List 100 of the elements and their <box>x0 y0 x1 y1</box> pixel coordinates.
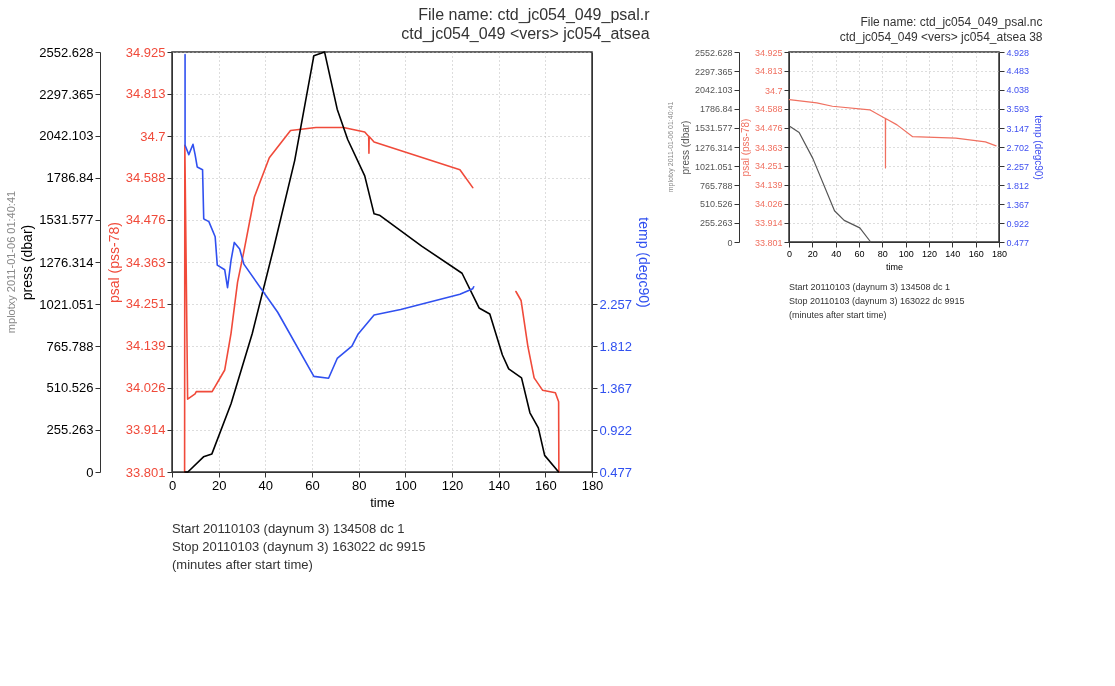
y2-tick-label: 0.922 <box>599 422 633 438</box>
x-tick-label: 80 <box>877 248 888 259</box>
y2-tick-label: 1.367 <box>1006 199 1030 210</box>
y3-axis-title: press (dbar) <box>679 120 691 175</box>
y-tick-label: 34.476 <box>125 212 166 228</box>
y-tick-label: 34.476 <box>754 123 783 134</box>
y-axis-title: psal (pss-78) <box>105 222 122 303</box>
y2-tick-label: 0.477 <box>1006 237 1030 248</box>
x-tick-label: 0 <box>786 248 793 259</box>
y3-tick-label: 1786.84 <box>699 104 733 115</box>
x-tick-label: 120 <box>921 248 938 259</box>
y-tick-label: 34.925 <box>754 47 783 58</box>
y2-tick-label: 0.922 <box>1006 218 1030 229</box>
x-tick-label: 40 <box>831 248 842 259</box>
x-tick-label: 140 <box>488 477 511 493</box>
y3-tick-label: 1021.051 <box>694 161 733 172</box>
y-tick-label: 34.813 <box>125 86 166 102</box>
y2-tick-label: 4.928 <box>1006 47 1030 58</box>
y-tick-label: 33.914 <box>754 218 783 229</box>
y-tick-label: 34.363 <box>125 254 166 270</box>
y-tick-label: 34.026 <box>754 199 783 210</box>
x-tick-label: 180 <box>991 248 1008 259</box>
line-series <box>789 126 872 243</box>
x-tick-label: 100 <box>394 477 417 493</box>
x-tick-label: 160 <box>968 248 984 259</box>
y2-tick-label: 1.812 <box>1006 180 1030 191</box>
y3-tick-label: 1276.314 <box>694 142 733 153</box>
chart-title: File name: ctd_jc054_049_psal.nc <box>860 15 1043 29</box>
y2-tick-label: 4.483 <box>1006 66 1030 77</box>
y3-tick-label: 2042.103 <box>39 128 94 144</box>
y-tick-label: 34.251 <box>125 296 166 312</box>
y2-tick-label: 2.702 <box>1006 142 1030 153</box>
x-tick-label: 20 <box>211 477 227 493</box>
text: Start 20110103 (daynum 3) 134508 dc 1 <box>789 282 950 292</box>
y3-tick-label: 765.788 <box>46 338 94 354</box>
y-tick-label: 33.801 <box>125 464 166 480</box>
y3-tick-label: 2297.365 <box>694 66 733 77</box>
x-tick-label: 180 <box>581 477 604 493</box>
text: Stop 20110103 (daynum 3) 163022 dc 9915 <box>172 539 426 554</box>
y-tick-label: 34.139 <box>754 180 783 191</box>
x-tick-label: 40 <box>258 477 274 493</box>
line-series <box>788 99 997 169</box>
y2-tick-label: 0.477 <box>599 464 633 480</box>
y2-axis-title: temp (degc90) <box>636 217 653 308</box>
x-tick-label: 160 <box>534 477 557 493</box>
text: Stop 20110103 (daynum 3) 163022 dc 9915 <box>789 296 965 306</box>
y3-tick-label: 765.788 <box>699 180 733 191</box>
x-tick-label: 60 <box>854 248 865 259</box>
text: (minutes after start time) <box>172 557 313 572</box>
y-axis-title: psal (pss-78) <box>739 118 751 177</box>
y3-tick-label: 255.263 <box>46 422 94 438</box>
y-tick-label: 33.801 <box>754 237 783 248</box>
y2-tick-label: 3.147 <box>1006 123 1030 134</box>
y2-tick-label: 2.257 <box>599 296 633 312</box>
chart-subtitle: ctd_jc054_049 <vers> jc054_atsea 38 <box>839 30 1043 44</box>
x-tick-label: 0 <box>168 477 177 493</box>
y-tick-label: 34.139 <box>125 338 166 354</box>
y3-tick-label: 2552.628 <box>694 47 733 58</box>
x-tick-label: 60 <box>305 477 320 493</box>
text: mplotxy 2011-01-06 01:40:41 <box>5 190 17 334</box>
chart-subtitle: ctd_jc054_049 <vers> jc054_atsea <box>401 25 650 43</box>
y-tick-label: 34.813 <box>754 66 783 77</box>
y3-tick-label: 1021.051 <box>39 296 94 312</box>
y3-tick-label: 255.263 <box>699 218 733 229</box>
y3-tick-label: 2297.365 <box>39 86 94 102</box>
x-tick-label: 120 <box>441 477 464 493</box>
x-axis-title: time <box>885 261 904 272</box>
y-tick-label: 33.914 <box>125 422 166 438</box>
y3-tick-label: 510.526 <box>699 199 733 210</box>
y3-tick-label: 0 <box>86 464 94 480</box>
y3-axis-title: press (dbar) <box>19 224 36 301</box>
chart-title: File name: ctd_jc054_049_psal.r <box>418 6 651 24</box>
y-tick-label: 34.251 <box>754 161 783 172</box>
y2-tick-label: 2.257 <box>1006 161 1030 172</box>
x-axis-title: time <box>370 494 395 510</box>
line-series <box>183 51 560 473</box>
y-tick-label: 34.363 <box>754 142 783 153</box>
y3-tick-label: 1531.577 <box>39 212 94 228</box>
y3-tick-label: 1276.314 <box>39 254 94 270</box>
y3-tick-label: 2552.628 <box>39 44 94 60</box>
y3-tick-label: 1531.577 <box>694 123 733 134</box>
y-tick-label: 34.7 <box>140 128 166 144</box>
x-tick-label: 140 <box>945 248 961 259</box>
y3-tick-label: 1786.84 <box>46 170 94 186</box>
x-tick-label: 100 <box>898 248 914 259</box>
y2-tick-label: 4.038 <box>1006 85 1030 96</box>
y-tick-label: 34.925 <box>125 44 166 60</box>
y2-tick-label: 3.593 <box>1006 104 1030 115</box>
y-tick-label: 34.588 <box>125 170 166 186</box>
y3-tick-label: 510.526 <box>46 380 94 396</box>
y3-tick-label: 0 <box>727 237 733 248</box>
y2-tick-label: 1.812 <box>599 338 633 354</box>
y-tick-label: 34.7 <box>764 85 783 96</box>
y2-axis-title: temp (degc90) <box>1033 115 1045 180</box>
y2-tick-label: 1.367 <box>599 380 633 396</box>
text: Start 20110103 (daynum 3) 134508 dc 1 <box>172 521 405 536</box>
line-series <box>184 53 475 380</box>
text: (minutes after start time) <box>789 310 887 320</box>
y-tick-label: 34.588 <box>754 104 783 115</box>
y-tick-label: 34.026 <box>125 380 166 396</box>
